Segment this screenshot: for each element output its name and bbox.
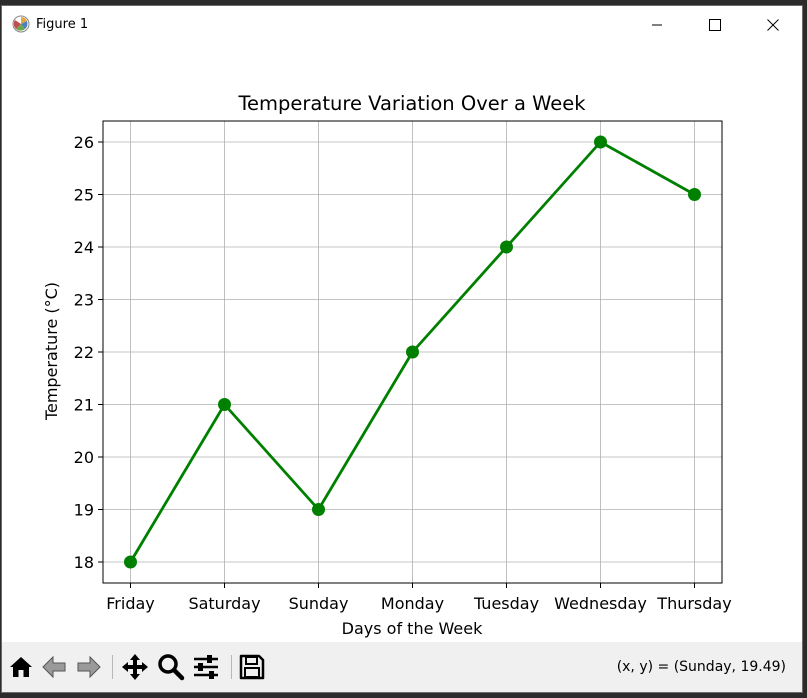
data-point [218, 398, 231, 411]
x-tick-label: Saturday [188, 594, 260, 613]
maximize-button[interactable] [686, 6, 744, 44]
data-point [594, 135, 607, 149]
y-tick-label: 24 [74, 238, 94, 257]
home-icon [10, 657, 32, 677]
y-tick-label: 26 [74, 133, 94, 152]
y-axis-label: Temperature (°C) [42, 282, 61, 421]
pan-button[interactable] [121, 653, 149, 681]
x-tick-label: Wednesday [554, 594, 647, 613]
x-tick-label: Friday [106, 594, 155, 613]
title-bar[interactable]: Figure 1 [2, 6, 802, 44]
save-button[interactable] [238, 653, 266, 681]
plot-frame [102, 120, 723, 584]
data-point [406, 345, 419, 359]
x-tick-label: Tuesday [473, 594, 539, 613]
floppy-disk-icon [239, 654, 265, 680]
navigation-toolbar: (x, y) = (Sunday, 19.49) [2, 642, 802, 692]
close-button[interactable] [744, 6, 802, 44]
x-tick-label: Thursday [656, 594, 731, 613]
y-tick-label: 23 [74, 291, 94, 310]
figure-window: Figure 1 Temperature Variation Over a We… [1, 5, 803, 693]
y-tick-label: 18 [74, 553, 94, 572]
data-point [124, 555, 137, 569]
y-tick-label: 21 [74, 396, 94, 415]
toolbar-separator [231, 655, 232, 679]
forward-button[interactable] [74, 653, 102, 681]
window-title: Figure 1 [36, 17, 89, 32]
configure-subplots-button[interactable] [192, 653, 220, 681]
data-point [688, 188, 701, 201]
y-tick-label: 25 [74, 186, 94, 205]
cursor-coordinates: (x, y) = (Sunday, 19.49) [616, 659, 786, 675]
line-chart: Temperature Variation Over a Week Friday… [42, 92, 732, 638]
maximize-icon [709, 19, 721, 31]
axes: Friday Saturday Sunday Monday Tuesday Wednesd… [74, 120, 732, 613]
figure-canvas[interactable]: Temperature Variation Over a Week Friday… [2, 44, 802, 642]
zoom-button[interactable] [157, 653, 185, 681]
arrow-right-icon [77, 655, 101, 679]
back-button[interactable] [41, 653, 69, 681]
x-tick-label: Sunday [289, 594, 349, 613]
toolbar-separator [112, 655, 113, 679]
matplotlib-icon [12, 15, 30, 33]
data-point [312, 503, 325, 516]
y-tick-label: 19 [74, 501, 94, 520]
close-icon [767, 19, 779, 31]
arrow-left-icon [42, 655, 66, 679]
sliders-icon [194, 655, 218, 679]
x-axis-label: Days of the Week [342, 619, 483, 638]
move-icon [122, 654, 148, 680]
minimize-icon [652, 24, 662, 26]
x-tick-label: Monday [381, 594, 444, 613]
magnifier-icon [158, 654, 185, 681]
home-button[interactable] [7, 653, 35, 681]
chart-title: Temperature Variation Over a Week [237, 92, 586, 115]
series-temperature [124, 135, 701, 569]
data-point [500, 240, 513, 254]
minimize-button[interactable] [628, 6, 686, 44]
y-tick-label: 22 [74, 343, 94, 362]
y-tick-label: 20 [74, 448, 94, 467]
